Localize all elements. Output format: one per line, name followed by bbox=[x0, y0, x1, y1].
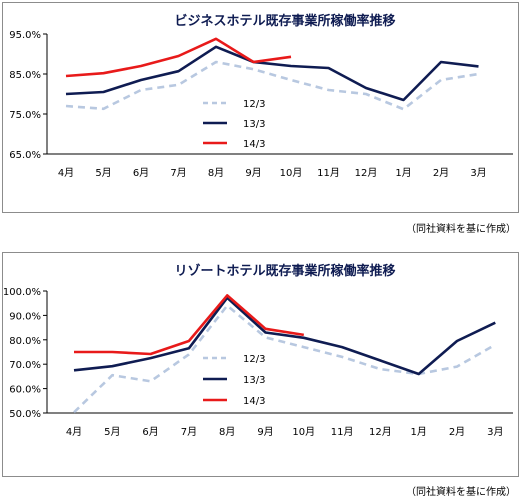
x-tick-label: 8月 bbox=[219, 426, 235, 438]
resort-hotel-chart-svg: リゾートホテル既存事業所稼働率推移 100.0% 90.0% 80.0% 70.0% 60… bbox=[3, 263, 513, 438]
series-line-13-3 bbox=[73, 296, 496, 376]
x-tick-label: 10月 bbox=[280, 167, 303, 179]
x-tick-label: 10月 bbox=[292, 426, 315, 438]
y-tick-label: 85.0% bbox=[9, 70, 41, 81]
chart-title: ビジネスホテル既存事業所稼働率推移 bbox=[174, 13, 395, 29]
y-tick-label: 50.0% bbox=[9, 409, 41, 420]
x-tick-label: 3月 bbox=[470, 167, 486, 179]
legend-label: 13/3 bbox=[243, 119, 265, 130]
x-tick-label: 1月 bbox=[411, 426, 427, 438]
legend-label: 12/3 bbox=[243, 354, 265, 365]
x-tick-label: 9月 bbox=[245, 167, 261, 179]
x-tick-label: 5月 bbox=[104, 426, 120, 438]
x-tick-label: 7月 bbox=[170, 167, 186, 179]
legend-label: 13/3 bbox=[243, 375, 265, 386]
x-tick-label: 6月 bbox=[133, 167, 149, 179]
x-tick-label: 1月 bbox=[395, 167, 411, 179]
x-tick-label: 6月 bbox=[142, 426, 158, 438]
series-line-12-3 bbox=[65, 60, 479, 111]
legend-label: 14/3 bbox=[243, 139, 265, 150]
x-tick-label: 2月 bbox=[433, 167, 449, 179]
series-line-14-3 bbox=[65, 37, 292, 78]
y-tick-label: 90.0% bbox=[9, 311, 41, 322]
y-tick-label: 75.0% bbox=[9, 110, 41, 121]
x-tick-label: 4月 bbox=[58, 167, 74, 179]
y-tick-label: 65.0% bbox=[9, 150, 41, 161]
business-hotel-chart-svg: ビジネスホテル既存事業所稼働率推移 95.0% 85.0% 75.0% 65.0% 4月 5… bbox=[9, 13, 513, 179]
x-tick-label: 2月 bbox=[449, 426, 465, 438]
x-tick-label: 11月 bbox=[331, 426, 354, 438]
legend-label: 12/3 bbox=[243, 99, 265, 110]
source-note: （同社資料を基に作成） bbox=[406, 224, 516, 235]
y-tick-label: 80.0% bbox=[9, 336, 41, 347]
resort-hotel-chart: リゾートホテル既存事業所稼働率推移 100.0% 90.0% 80.0% 70.0% 60… bbox=[2, 252, 519, 477]
x-tick-label: 4月 bbox=[66, 426, 82, 438]
y-tick-label: 100.0% bbox=[3, 287, 41, 298]
legend-label: 14/3 bbox=[243, 396, 265, 407]
y-tick-label: 95.0% bbox=[9, 30, 41, 41]
chart-title: リゾートホテル既存事業所稼働率推移 bbox=[174, 263, 395, 279]
x-tick-label: 3月 bbox=[487, 426, 503, 438]
source-note: （同社資料を基に作成） bbox=[406, 487, 516, 498]
business-hotel-chart: ビジネスホテル既存事業所稼働率推移 95.0% 85.0% 75.0% 65.0% 4月 5… bbox=[2, 2, 519, 213]
series-line-13-3 bbox=[65, 45, 479, 102]
x-tick-label: 12月 bbox=[369, 426, 392, 438]
series-line-14-3 bbox=[74, 294, 305, 356]
x-tick-label: 11月 bbox=[317, 167, 340, 179]
series-line-12-3 bbox=[73, 304, 496, 414]
y-tick-label: 60.0% bbox=[9, 385, 41, 396]
x-tick-label: 7月 bbox=[181, 426, 197, 438]
x-tick-label: 12月 bbox=[355, 167, 378, 179]
x-tick-label: 5月 bbox=[95, 167, 111, 179]
x-tick-label: 9月 bbox=[257, 426, 273, 438]
y-tick-label: 70.0% bbox=[9, 360, 41, 371]
x-tick-label: 8月 bbox=[208, 167, 224, 179]
